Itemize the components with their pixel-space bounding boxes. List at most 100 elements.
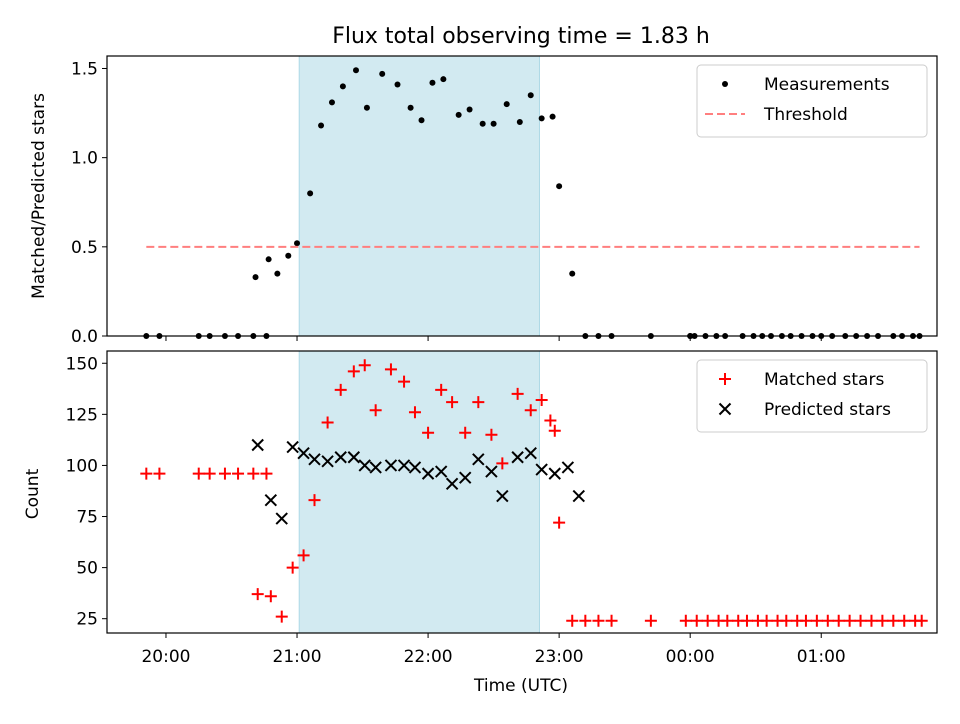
data-point	[740, 614, 753, 627]
data-point	[548, 424, 561, 437]
data-point	[153, 467, 166, 480]
series-matched-stars	[140, 359, 928, 627]
data-point	[260, 467, 273, 480]
data-point	[308, 494, 321, 507]
ratio-panel: 0.0 0.5 1.0 1.5 Measurements Threshold	[71, 55, 938, 347]
data-point	[605, 614, 618, 627]
observing-window-shade	[298, 55, 540, 337]
data-point	[275, 512, 288, 525]
bottom-y-axis-label: Count	[23, 468, 43, 519]
data-point	[297, 446, 310, 460]
data-point	[566, 614, 579, 627]
data-point	[472, 453, 485, 466]
data-point	[527, 92, 534, 99]
data-point	[721, 614, 734, 627]
y-tick-label: 0.0	[71, 327, 98, 347]
data-point	[440, 76, 447, 83]
chart-panels: 0.0 0.5 1.0 1.5 Measurements Threshold 25 50 75 1…	[66, 55, 938, 667]
data-point	[358, 359, 371, 372]
data-point	[318, 122, 325, 129]
data-point	[353, 67, 359, 74]
data-point	[524, 404, 537, 417]
data-point	[408, 461, 422, 474]
data-point	[459, 426, 472, 439]
data-point	[328, 99, 335, 106]
data-point	[434, 465, 448, 478]
data-point	[394, 81, 401, 88]
legend: Measurements Threshold	[696, 64, 928, 138]
data-point	[516, 118, 523, 125]
data-point	[579, 614, 592, 627]
data-point	[898, 614, 911, 627]
y-tick-label: 0.5	[71, 238, 98, 258]
series-predicted-stars	[251, 438, 585, 525]
data-point	[435, 383, 448, 396]
data-point	[252, 274, 259, 281]
data-point	[490, 120, 497, 127]
data-point	[339, 83, 346, 90]
count-panel: 25 50 75 100 125 150 20:00 21:00 22:00 23:00 00:00…	[66, 350, 938, 667]
data-point	[524, 446, 537, 460]
data-point	[363, 104, 370, 111]
data-point	[308, 453, 321, 466]
data-point	[286, 440, 299, 454]
legend-box	[696, 64, 928, 138]
data-point	[690, 614, 703, 627]
legend-marker	[718, 402, 732, 416]
legend-label: Predicted stars	[764, 400, 891, 420]
data-point	[218, 467, 231, 480]
data-point	[887, 614, 900, 627]
legend-marker	[722, 81, 728, 87]
data-point	[511, 451, 524, 464]
data-point	[535, 394, 548, 407]
data-point	[445, 477, 459, 491]
data-point	[408, 406, 421, 419]
data-point	[286, 561, 299, 574]
y-tick-label: 1.5	[71, 59, 98, 79]
data-point	[369, 404, 382, 417]
data-point	[561, 461, 575, 474]
data-point	[485, 465, 498, 478]
data-point	[592, 614, 605, 627]
data-point	[203, 467, 216, 480]
data-point	[832, 614, 845, 627]
data-point	[251, 588, 264, 601]
data-point	[472, 396, 485, 409]
data-point	[544, 414, 557, 427]
data-point	[274, 270, 281, 277]
data-point	[446, 396, 459, 409]
data-point	[265, 256, 272, 263]
data-point	[843, 614, 856, 627]
data-point	[418, 117, 425, 124]
data-point	[572, 489, 585, 503]
data-point	[321, 416, 334, 429]
data-point	[679, 614, 692, 627]
data-point	[799, 614, 812, 627]
data-point	[358, 459, 371, 472]
data-point	[192, 467, 205, 480]
axes-frame	[106, 350, 938, 634]
data-point	[538, 115, 545, 122]
data-point	[397, 459, 411, 472]
data-point	[421, 467, 435, 480]
data-point	[369, 461, 382, 474]
data-point	[334, 451, 347, 464]
data-point	[876, 614, 889, 627]
data-point	[549, 113, 556, 120]
data-point	[429, 79, 436, 86]
data-point	[854, 614, 867, 627]
data-point	[422, 426, 435, 439]
data-point	[535, 463, 548, 476]
data-point	[485, 428, 498, 441]
data-point	[760, 614, 773, 627]
x-tick-label: 20:00	[141, 647, 190, 667]
x-axis-label: Time (UTC)	[473, 676, 568, 696]
data-point	[644, 614, 657, 627]
data-point	[479, 120, 486, 127]
data-point	[810, 614, 823, 627]
data-point	[247, 467, 260, 480]
legend-label: Measurements	[764, 75, 890, 95]
y-tick-label: 25	[76, 610, 98, 630]
data-point	[780, 614, 793, 627]
legend-marker	[719, 373, 731, 385]
